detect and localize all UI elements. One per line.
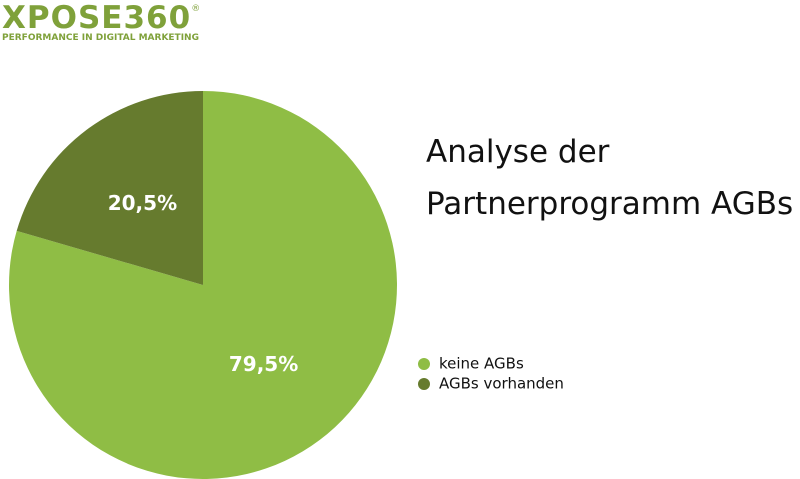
pie-slice (9, 91, 397, 479)
legend-label: keine AGBs (439, 355, 524, 373)
logo: XPOSE360® PERFORMANCE IN DIGITAL MARKETI… (2, 0, 200, 43)
legend-swatch (418, 378, 430, 390)
logo-name: XPOSE360 (2, 0, 192, 36)
slice-label: 20,5% (108, 191, 177, 215)
logo-mark: ® (191, 4, 201, 14)
legend-swatch (418, 358, 430, 370)
slice-label: 79,5% (229, 352, 298, 376)
pie-slice (16, 91, 203, 285)
legend-label: AGBs vorhanden (439, 375, 564, 393)
chart-title: Analyse der Partnerprogramm AGBs (426, 134, 794, 222)
logo-tagline: PERFORMANCE IN DIGITAL MARKETING (2, 33, 199, 43)
